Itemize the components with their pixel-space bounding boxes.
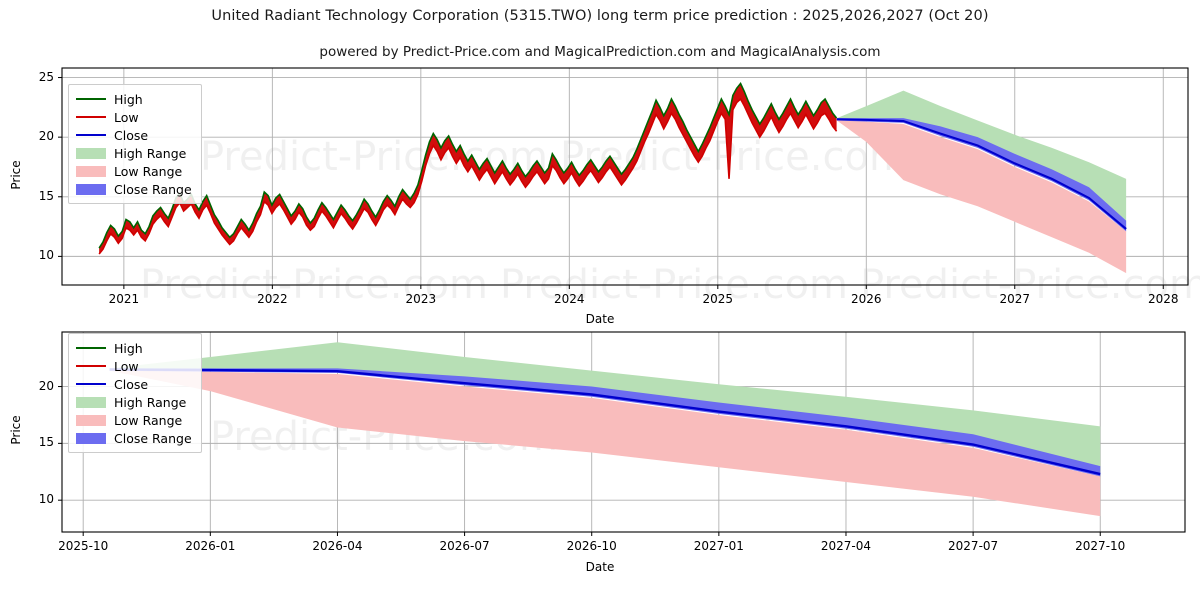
legend-item-low-range: Low Range (76, 162, 192, 180)
legend-swatch-high-icon (76, 342, 106, 354)
legend-label: High (114, 91, 143, 107)
bottom-panel-x-tick: 2027-10 (1075, 539, 1126, 553)
legend-item-high: High (76, 90, 192, 108)
chart-subtitle: powered by Predict-Price.com and Magical… (319, 44, 881, 60)
bottom-panel-legend: High Low Close High Range Low Range Close Ran… (68, 333, 202, 453)
bottom-panel-x-axis-label: Date (585, 560, 615, 574)
top-panel-y-tick: 20 (38, 129, 54, 144)
legend-item-high-range: High Range (76, 393, 192, 411)
legend-label: High Range (114, 145, 187, 161)
legend-swatch-high-icon (76, 93, 106, 105)
legend-label: Close Range (114, 430, 192, 446)
bottom-panel-x-tick: 2026-01 (185, 539, 236, 553)
bottom-panel-x-tick: 2026-07 (439, 539, 490, 553)
legend-swatch-close-icon (76, 129, 106, 141)
legend-label: High (114, 340, 143, 356)
top-panel-x-tick: 2025 (702, 292, 734, 306)
legend-item-close-range: Close Range (76, 429, 192, 447)
legend-item-high: High (76, 339, 192, 357)
top-panel-x-tick: 2024 (554, 292, 585, 306)
top-panel-plot: Predict-Price.com Predict-Price.comPredic… (58, 67, 1200, 308)
svg-text:Predict-Price.com: Predict-Price.com (560, 134, 908, 180)
bottom-panel-x-tick: 2027-04 (820, 539, 872, 553)
bottom-panel-x-tick: 2027-07 (948, 539, 999, 553)
legend-label: Low (114, 358, 139, 374)
top-panel-y-tick: 15 (38, 188, 54, 203)
bottom-panel-y-axis-label: Price (9, 415, 23, 445)
legend-swatch-high-range-icon (76, 147, 106, 159)
top-panel-legend: High Low Close High Range Low Range Close Ran… (68, 84, 202, 204)
bottom-panel-x-tick: 2026-10 (566, 539, 617, 553)
legend-label: Low (114, 109, 139, 125)
top-panel-x-tick: 2026 (851, 292, 882, 306)
legend-swatch-low-range-icon (76, 414, 106, 426)
top-panel-x-tick: 2028 (1147, 292, 1179, 306)
legend-label: Close Range (114, 181, 192, 197)
top-panel-x-tick: 2022 (257, 292, 288, 306)
legend-label: Close (114, 127, 149, 143)
bottom-panel-x-tick: 2026-04 (312, 539, 363, 553)
bottom-panel-y-tick: 20 (38, 378, 54, 393)
bottom-panel-x-tick: 2025-10 (58, 539, 109, 553)
legend-swatch-high-range-icon (76, 396, 106, 408)
bottom-panel-x-tick: 2027-01 (693, 539, 744, 553)
top-panel-x-tick: 2023 (405, 292, 437, 306)
legend-item-low: Low (76, 108, 192, 126)
legend-label: Low Range (114, 412, 183, 428)
legend-swatch-low-icon (76, 111, 106, 123)
chart-title: United Radiant Technology Corporation (5… (211, 8, 989, 24)
legend-item-close: Close (76, 375, 192, 393)
top-panel-y-tick: 10 (38, 248, 54, 263)
bottom-panel-y-tick: 15 (38, 435, 54, 450)
legend-label: Low Range (114, 163, 183, 179)
top-panel-x-tick: 2027 (999, 292, 1031, 306)
legend-item-low: Low (76, 357, 192, 375)
legend-swatch-low-icon (76, 360, 106, 372)
bottom-panel-y-tick: 10 (38, 492, 54, 507)
legend-label: High Range (114, 394, 187, 410)
legend-label: Close (114, 376, 149, 392)
legend-swatch-close-range-icon (76, 183, 106, 195)
legend-item-close-range: Close Range (76, 180, 192, 198)
top-panel-y-tick: 25 (38, 69, 54, 84)
legend-item-high-range: High Range (76, 144, 192, 162)
top-panel-x-axis-label: Date (585, 312, 615, 326)
legend-item-low-range: Low Range (76, 411, 192, 429)
legend-item-close: Close (76, 126, 192, 144)
top-panel-x-tick: 2021 (108, 292, 140, 306)
legend-swatch-close-icon (76, 378, 106, 390)
legend-swatch-low-range-icon (76, 165, 106, 177)
legend-swatch-close-range-icon (76, 432, 106, 444)
